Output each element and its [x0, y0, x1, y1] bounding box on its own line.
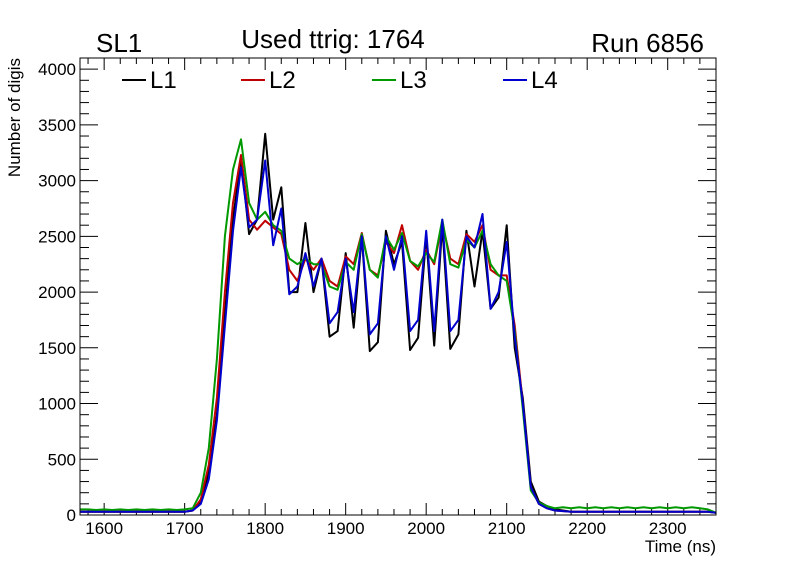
- x-tick-label: 2300: [649, 519, 687, 538]
- x-tick-label: 1700: [166, 519, 204, 538]
- y-tick-label: 2000: [38, 283, 76, 302]
- plot-frame: [79, 57, 717, 516]
- x-axis-label: Time (ns): [645, 537, 716, 556]
- chart-title: Used ttrig: 1764: [241, 24, 425, 54]
- y-tick-label: 4000: [38, 60, 76, 79]
- legend: L1 L2 L3 L4: [122, 67, 558, 94]
- x-tick-label: 1600: [85, 519, 123, 538]
- legend-label-l1: L1: [150, 67, 177, 94]
- superlayer-label: SL1: [96, 28, 142, 58]
- series-line-l4: [80, 159, 717, 514]
- y-tick-label: 1500: [38, 339, 76, 358]
- y-axis-label: Number of digis: [5, 58, 24, 177]
- legend-label-l4: L4: [531, 67, 558, 94]
- legend-label-l2: L2: [269, 67, 296, 94]
- x-tick-label: 1900: [327, 519, 365, 538]
- y-tick-label: 0: [67, 506, 76, 525]
- series-line-l3: [80, 138, 717, 514]
- series-lines: [80, 132, 717, 514]
- x-tick-label: 1800: [246, 519, 284, 538]
- y-tick-label: 500: [48, 450, 76, 469]
- x-tick-label: 2100: [488, 519, 526, 538]
- y-tick-label: 3000: [38, 172, 76, 191]
- x-tick-label: 2200: [568, 519, 606, 538]
- tick-labels: 1600 1700 1800 1900 2000 2100 2200 2300 0 500 1000…: [38, 60, 686, 538]
- run-number-label: Run 6856: [591, 28, 704, 58]
- y-tick-label: 3500: [38, 116, 76, 135]
- x-tick-label: 2000: [407, 519, 445, 538]
- y-tick-label: 1000: [38, 395, 76, 414]
- legend-label-l3: L3: [400, 67, 427, 94]
- y-tick-label: 2500: [38, 227, 76, 246]
